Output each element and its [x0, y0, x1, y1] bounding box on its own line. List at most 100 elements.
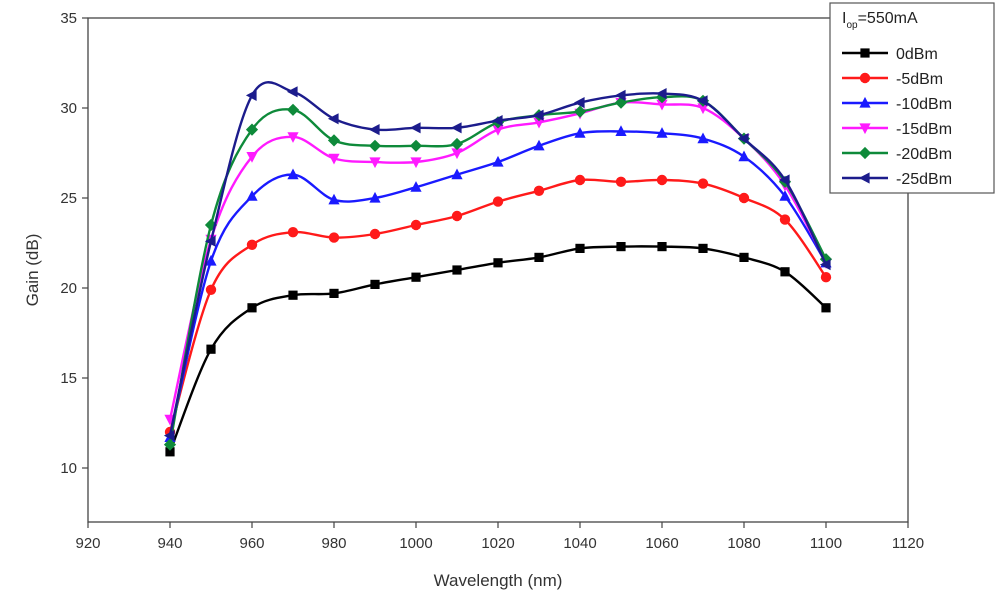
- legend-box: [829, 2, 995, 194]
- data-point: [328, 193, 340, 205]
- data-point: [698, 243, 708, 253]
- data-point: [450, 137, 464, 151]
- y-tick-label: 15: [60, 370, 77, 387]
- data-point: [452, 265, 462, 275]
- x-tick-label: 940: [157, 535, 182, 552]
- x-tick-label: 1120: [892, 535, 924, 552]
- data-point: [656, 174, 668, 186]
- data-point: [739, 252, 749, 262]
- data-point: [288, 290, 298, 300]
- data-point: [820, 272, 832, 283]
- data-point: [163, 430, 175, 442]
- legend-entry: -20dBm: [842, 146, 952, 163]
- data-point: [287, 227, 299, 238]
- data-point: [780, 267, 790, 277]
- series-group: [163, 81, 833, 457]
- x-tick-label: 1020: [481, 535, 514, 552]
- data-point: [410, 157, 422, 169]
- x-tick-label: 920: [75, 535, 100, 552]
- legend-title-rest: =550mA: [858, 10, 918, 27]
- data-point: [451, 168, 463, 180]
- legend-label: -10dBm: [896, 96, 952, 113]
- data-point: [697, 178, 709, 189]
- data-point: [573, 97, 585, 109]
- data-point: [246, 239, 258, 250]
- data-point: [614, 89, 626, 101]
- data-point: [450, 122, 462, 134]
- x-tick-label: 1100: [810, 535, 842, 552]
- data-point: [573, 105, 587, 118]
- data-point: [246, 190, 258, 201]
- data-point: [286, 86, 298, 98]
- data-point: [493, 258, 503, 268]
- data-point: [696, 95, 708, 107]
- data-point: [656, 99, 668, 111]
- data-point: [821, 303, 831, 313]
- series-line: [168, 81, 828, 436]
- series-0dBm: [165, 242, 831, 457]
- data-point: [245, 123, 259, 136]
- data-point: [492, 155, 504, 167]
- legend-entry: -5dBm: [842, 71, 943, 88]
- data-point: [779, 190, 791, 201]
- data-point: [737, 133, 749, 145]
- legend-swatch-marker: [858, 146, 872, 160]
- legend-entry: 0dBm: [842, 46, 938, 63]
- x-axis-title: Wavelength (nm): [434, 571, 563, 590]
- data-point: [368, 124, 380, 136]
- data-point: [409, 122, 421, 134]
- data-point: [738, 192, 750, 204]
- y-tick-label: 30: [60, 100, 77, 117]
- y-tick-label: 35: [60, 10, 77, 27]
- data-point: [451, 210, 463, 222]
- legend-title: Iop=550mA: [842, 10, 918, 31]
- legend-swatch-marker: [859, 72, 871, 84]
- data-point: [533, 117, 545, 129]
- data-point: [778, 174, 790, 186]
- legend-label: 0dBm: [896, 46, 938, 63]
- data-point: [451, 148, 463, 160]
- legend-swatch-marker: [858, 172, 870, 184]
- data-point: [287, 132, 299, 143]
- data-point: [574, 127, 586, 138]
- data-point: [328, 153, 340, 165]
- data-point: [286, 103, 300, 116]
- legend-label: -5dBm: [896, 71, 943, 88]
- data-point: [697, 132, 709, 144]
- data-point: [204, 235, 216, 247]
- data-point: [165, 447, 175, 457]
- data-point: [697, 103, 709, 115]
- legend-title-sub: op: [846, 20, 858, 31]
- x-tick-label: 1000: [399, 535, 432, 552]
- data-point: [534, 252, 544, 262]
- data-point: [370, 279, 380, 289]
- data-point: [247, 303, 257, 313]
- data-point: [575, 243, 585, 253]
- legend-label: -15dBm: [896, 121, 952, 138]
- legend-title-main: I: [842, 10, 846, 27]
- legend-entry: -15dBm: [842, 121, 952, 138]
- data-point: [369, 191, 381, 203]
- data-point: [411, 272, 421, 282]
- data-point: [245, 89, 257, 101]
- y-tick-label: 20: [60, 280, 77, 297]
- data-point: [410, 181, 422, 192]
- x-tick-label: 1080: [727, 535, 760, 552]
- data-point: [492, 196, 504, 207]
- data-point: [329, 288, 339, 298]
- data-point: [491, 115, 503, 127]
- data-point: [409, 139, 423, 152]
- x-tick-label: 960: [239, 535, 264, 552]
- y-tick-label: 10: [60, 460, 77, 477]
- data-point: [163, 438, 177, 451]
- data-point: [206, 344, 216, 354]
- data-point: [657, 242, 667, 252]
- data-point: [616, 242, 626, 252]
- data-point: [656, 127, 668, 138]
- legend-label: -25dBm: [896, 171, 952, 188]
- data-point: [532, 109, 544, 121]
- legend-label: -20dBm: [896, 146, 952, 163]
- data-point: [655, 88, 667, 100]
- data-point: [615, 176, 627, 187]
